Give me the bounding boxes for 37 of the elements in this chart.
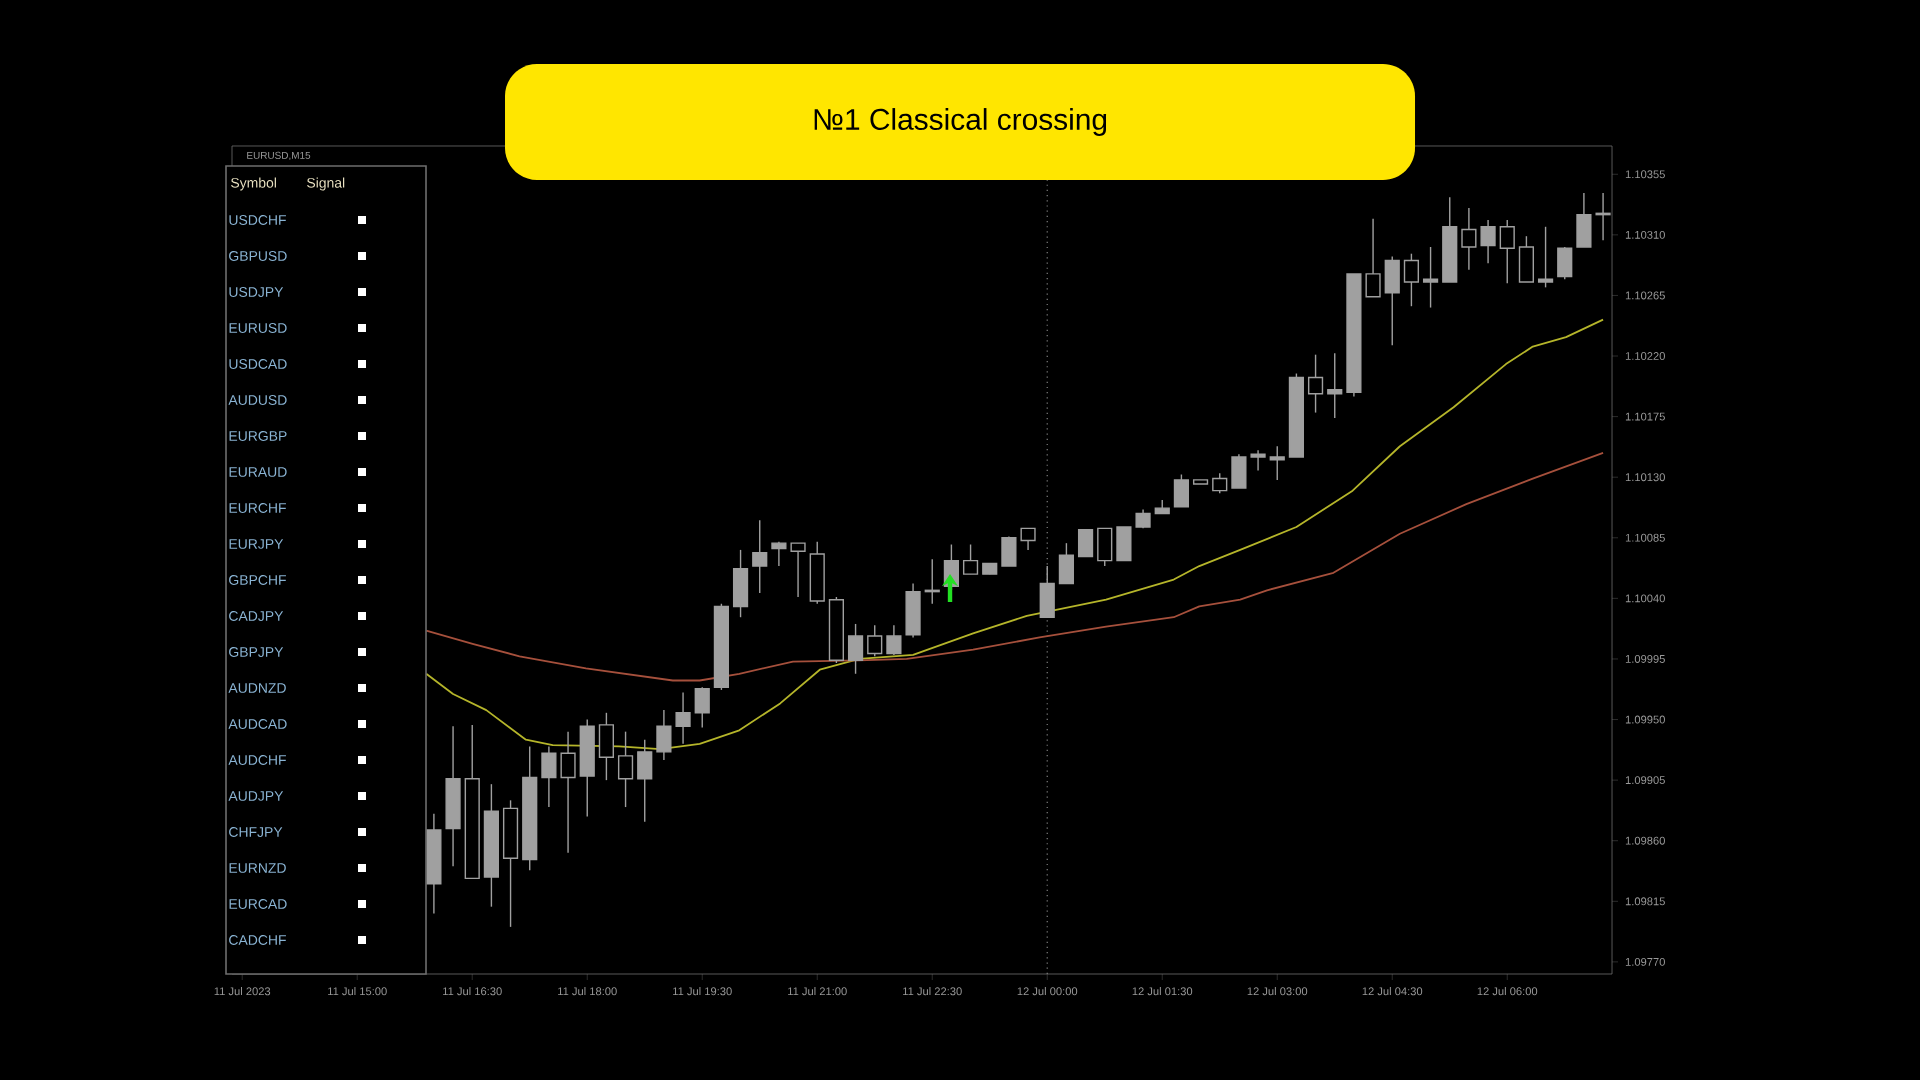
candlestick: [1384, 255, 1400, 346]
candlestick: [694, 686, 710, 729]
line-series: [425, 452, 1604, 682]
candlestick: [732, 549, 749, 618]
candlestick: [1557, 246, 1573, 280]
candlestick: [847, 623, 864, 675]
candlestick: [790, 542, 806, 598]
candlestick: [1518, 235, 1534, 283]
candlestick: [1327, 352, 1343, 419]
candlestick: [1403, 253, 1419, 307]
candlestick: [809, 541, 825, 605]
candlestick: [1307, 353, 1324, 414]
candlestick: [656, 709, 672, 761]
candlestick: [867, 624, 883, 657]
candlestick: [962, 543, 979, 575]
candlestick: [1077, 529, 1094, 558]
candlestick: [1537, 226, 1554, 289]
candlestick: [752, 519, 768, 594]
candlestick: [1269, 445, 1285, 481]
candlestick: [617, 730, 634, 808]
candlestick: [1499, 219, 1515, 285]
candlestick: [771, 541, 787, 567]
candlestick: [675, 691, 691, 745]
line-series: [425, 318, 1604, 751]
candlestick: [1212, 472, 1228, 495]
candlestick: [1058, 542, 1074, 585]
candlestick: [541, 745, 557, 808]
candlestick: [598, 712, 614, 781]
candlestick: [560, 730, 576, 854]
chart-title: №1 Classical crossing: [814, 108, 1107, 136]
candlestick: [905, 582, 921, 639]
candlestick: [1422, 246, 1439, 309]
candlestick: [1039, 565, 1055, 618]
candlestick: [1173, 473, 1189, 508]
candlestick: [886, 624, 902, 656]
candlestick: [1097, 527, 1113, 567]
candlestick: [637, 739, 653, 823]
